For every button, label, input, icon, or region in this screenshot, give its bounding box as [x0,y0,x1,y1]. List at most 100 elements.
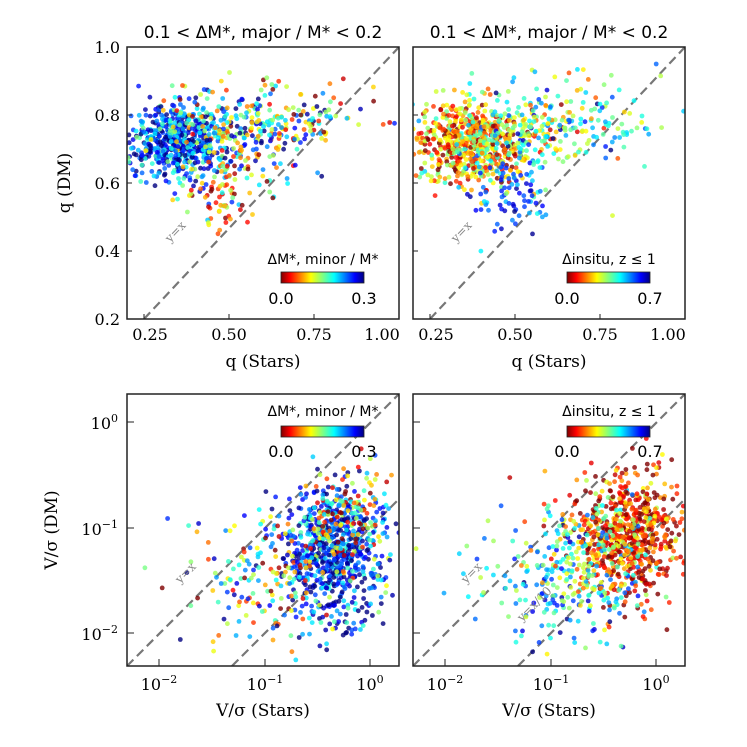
scatter-point [611,568,616,574]
scatter-point [349,510,355,516]
scatter-point [631,517,636,523]
scatter-point [186,96,192,102]
scatter-point [657,566,663,572]
scatter-point [176,116,182,121]
scatter-point [237,599,242,605]
scatter-point [478,191,484,197]
scatter-point [156,154,162,159]
scatter-point [357,572,362,578]
scatter-point [623,512,629,518]
scatter-point [224,589,230,595]
colorbar-max-label: 0.3 [351,442,376,461]
scatter-point [384,479,390,485]
scatter-point [359,579,365,585]
scatter-point [319,173,325,179]
scatter-point [364,510,370,516]
scatter-point [304,590,309,596]
scatter-point [328,517,334,523]
scatter-point [247,190,253,196]
scatter-point [222,155,228,161]
scatter-point [228,216,233,222]
scatter-point [542,597,548,603]
scatter-point [467,113,472,118]
scatter-point [524,563,530,569]
scatter-point [378,577,384,583]
scatter-point [341,503,347,508]
scatter-point [627,111,633,116]
scatter-point [541,523,547,529]
scatter-point [238,576,244,581]
scatter-point [572,141,577,147]
scatter-point [616,543,621,549]
scatter-point [499,194,505,200]
reference-line-label: y=x [172,559,199,586]
scatter-point [523,102,529,108]
scatter-point [357,526,362,532]
scatter-point [178,102,183,107]
scatter-point [180,83,185,88]
scatter-point [339,517,345,522]
scatter-point [549,569,555,575]
scatter-point [185,145,191,151]
scatter-point [370,613,375,618]
scatter-point [377,538,383,544]
scatter-point [294,146,300,152]
scatter-point [531,119,537,124]
scatter-point [642,533,648,539]
scatter-point [374,472,379,477]
scatter-point [604,100,609,106]
colorbar-min-label: 0.0 [268,442,293,461]
scatter-point [345,519,351,525]
scatter-point [603,523,608,529]
scatter-point [345,605,351,611]
scatter-point [211,130,217,136]
scatter-point [193,118,199,124]
scatter-point [233,633,239,638]
scatter-point [550,593,556,599]
scatter-point [539,123,545,129]
scatter-point [437,137,443,143]
scatter-point [568,127,574,133]
scatter-point [210,588,216,593]
scatter-point [474,160,480,166]
scatter-point [186,117,192,122]
scatter-point [519,563,524,568]
scatter-point [175,196,180,202]
scatter-point [352,588,357,594]
scatter-point [353,536,358,542]
scatter-point [513,601,519,606]
scatter-point [324,498,330,504]
scatter-point [614,507,619,513]
scatter-point [654,465,659,471]
scatter-point [446,144,451,150]
scatter-point [157,139,163,145]
scatter-point [431,128,437,133]
scatter-point [544,87,550,93]
scatter-point [362,617,368,623]
scatter-point [156,122,162,127]
scatter-point [440,103,446,109]
scatter-point [216,633,222,638]
scatter-point [300,631,305,637]
scatter-point [635,554,640,559]
scatter-point [589,550,594,556]
scatter-point [218,78,224,84]
scatter-point [587,541,593,547]
scatter-point [454,114,459,120]
scatter-point [519,129,525,135]
scatter-point [306,507,312,512]
scatter-point [345,561,350,566]
scatter-point [483,165,488,170]
scatter-point [364,541,370,547]
scatter-point [493,145,499,151]
scatter-point [560,557,566,562]
scatter-point [267,603,273,608]
scatter-point [267,189,273,195]
scatter-point [249,172,254,178]
scatter-point [292,590,298,596]
y-axis-label: V/σ (DM) [42,490,62,570]
scatter-point [586,521,591,526]
y-axis: 0.2 0.4 0.6 0.8 1.0 q (DM) [55,38,132,329]
scatter-point [355,608,361,614]
scatter-point [207,149,212,155]
